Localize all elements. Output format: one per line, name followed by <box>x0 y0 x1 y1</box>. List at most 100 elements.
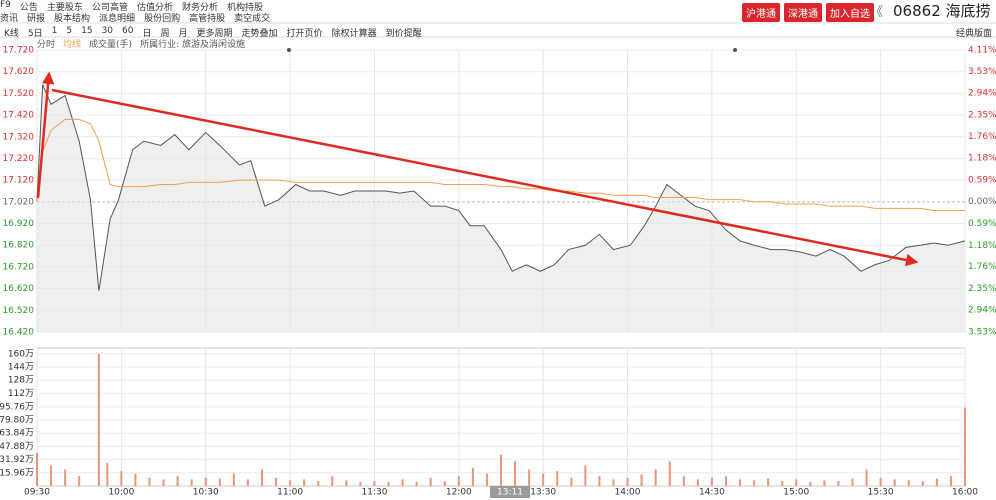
y-tick-label: 16.520 <box>3 306 35 316</box>
event-icon[interactable] <box>287 48 291 52</box>
volume-bar <box>36 452 38 486</box>
collapse-icon[interactable]: 《 <box>870 5 884 20</box>
x-tick-label: 14:30 <box>699 488 725 498</box>
y-tick-label: 128万 <box>8 376 34 386</box>
x-tick-label: 09:30 <box>24 488 50 498</box>
volume-bar <box>907 480 910 486</box>
x-tick-label: 10:00 <box>108 488 134 498</box>
menu-item[interactable]: 研报 <box>27 14 46 24</box>
menu-item[interactable]: 主要股东 <box>46 3 83 13</box>
volume-bar <box>612 479 615 486</box>
toolbar-item[interactable]: 打开页价 <box>286 29 323 39</box>
volume-bar <box>443 481 446 486</box>
average-line <box>36 118 965 212</box>
y2-tick-label: 1.76% <box>968 262 996 272</box>
toolbar-item[interactable]: K线 <box>4 29 19 39</box>
toolbar-item[interactable]: 到价提醒 <box>385 29 422 39</box>
y2-tick-label: 0.00% <box>968 197 996 207</box>
toolbar-item[interactable]: 30 <box>101 26 114 36</box>
volume-bar <box>190 479 193 486</box>
toolbar-item[interactable]: 周 <box>160 29 170 39</box>
header-button[interactable]: 沪港通 <box>742 3 780 22</box>
menu-row: 资讯 研报 股本结构 派息明细 股份回购 高管持股 卖空成交 <box>0 11 270 24</box>
y2-tick-label: 2.94% <box>968 306 996 316</box>
volume-bar <box>289 480 292 486</box>
volume-bar <box>668 461 671 486</box>
menu-item[interactable]: 公告 <box>19 3 38 13</box>
event-icon[interactable] <box>733 48 737 52</box>
volume-bar <box>162 479 165 486</box>
menu-item[interactable]: 派息明细 <box>99 14 136 24</box>
volume-bar <box>64 469 67 486</box>
volume-bar <box>50 465 53 486</box>
y-tick-label: 15.96万 <box>0 468 34 478</box>
toolbar-item[interactable]: 5 <box>66 26 73 36</box>
volume-bar <box>767 478 770 486</box>
menu-item[interactable]: 卖空成交 <box>234 14 271 24</box>
volume-bar <box>654 469 657 486</box>
industry: 所属行业: 旅游及消闲设施 <box>140 40 245 50</box>
volume-bar <box>78 476 81 486</box>
stock-code: 06862 <box>893 2 941 20</box>
menu-item[interactable]: 公司高管 <box>91 3 128 13</box>
volume-bar <box>584 465 587 486</box>
volume-bar <box>260 469 263 486</box>
y2-tick-label: 3.53% <box>968 67 996 77</box>
header-button[interactable]: 加入自选 <box>826 3 874 22</box>
x-tick-label: 16:00 <box>952 488 978 498</box>
menu-item[interactable]: F9 <box>0 0 11 10</box>
menu-row: F9 公告 主要股东 公司高管 估值分析 财务分析 机构持股 <box>0 0 263 13</box>
y-tick-label: 144万 <box>8 363 34 373</box>
y-tick-label: 16.820 <box>3 241 35 251</box>
toolbar-item[interactable]: 15 <box>81 26 93 36</box>
y-tick-label: 16.420 <box>3 328 35 338</box>
volume-bar <box>739 479 742 486</box>
volume-bar <box>471 467 474 486</box>
menu-item[interactable]: 财务分析 <box>181 3 218 13</box>
menu-item[interactable]: 股本结构 <box>54 14 91 24</box>
toolbar-item[interactable]: 日 <box>142 29 152 39</box>
toolbar-item[interactable]: 5日 <box>27 29 43 39</box>
volume-bar <box>542 473 545 486</box>
menu-item[interactable]: 股份回购 <box>144 14 181 24</box>
legend-entry: 分时 <box>37 40 56 50</box>
toolbar-item[interactable]: 除权计算器 <box>331 29 377 39</box>
volume-bar <box>218 478 221 486</box>
volume-bar <box>97 353 100 486</box>
menu-item[interactable]: 估值分析 <box>136 3 173 13</box>
menu-item[interactable]: 机构持股 <box>226 3 263 13</box>
volume-bar <box>120 471 123 486</box>
volume-bar <box>696 479 699 486</box>
volume-bar <box>809 481 812 486</box>
y-tick-label: 17.520 <box>3 89 35 99</box>
toolbar-item[interactable]: 月 <box>178 29 188 39</box>
y2-tick-label: 1.18% <box>968 154 996 164</box>
x-tick-label: 11:30 <box>361 488 387 498</box>
header-button[interactable]: 深港通 <box>784 3 822 22</box>
menu-item[interactable]: 资讯 <box>0 14 19 24</box>
volume-bar <box>401 479 404 486</box>
volume-bar <box>781 481 784 486</box>
volume-bar <box>359 481 362 486</box>
volume-bar <box>710 477 713 486</box>
toolbar-item[interactable]: 更多周期 <box>196 29 233 39</box>
y-tick-label: 16.920 <box>3 219 35 229</box>
volume-bar <box>964 407 966 486</box>
toolbar-item[interactable]: 走势叠加 <box>241 29 278 39</box>
toolbar-item[interactable]: 60 <box>122 26 134 36</box>
x-tick-label: 13:30 <box>530 488 556 498</box>
menu-item[interactable]: 高管持股 <box>189 14 226 24</box>
y2-tick-label: 2.94% <box>968 89 996 99</box>
y-tick-label: 17.620 <box>3 67 35 77</box>
stock-name: 海底捞 <box>945 2 991 20</box>
volume-bar <box>514 461 517 486</box>
volume-bar <box>795 479 798 486</box>
volume-bar <box>457 476 460 486</box>
y-tick-label: 16.720 <box>3 262 35 272</box>
volume-bar <box>865 469 868 486</box>
y-tick-label: 47.88万 <box>0 442 34 452</box>
volume-bar <box>640 474 643 486</box>
layout-switch[interactable]: 经典版面 <box>955 29 992 39</box>
toolbar-item[interactable]: 1 <box>51 26 58 36</box>
